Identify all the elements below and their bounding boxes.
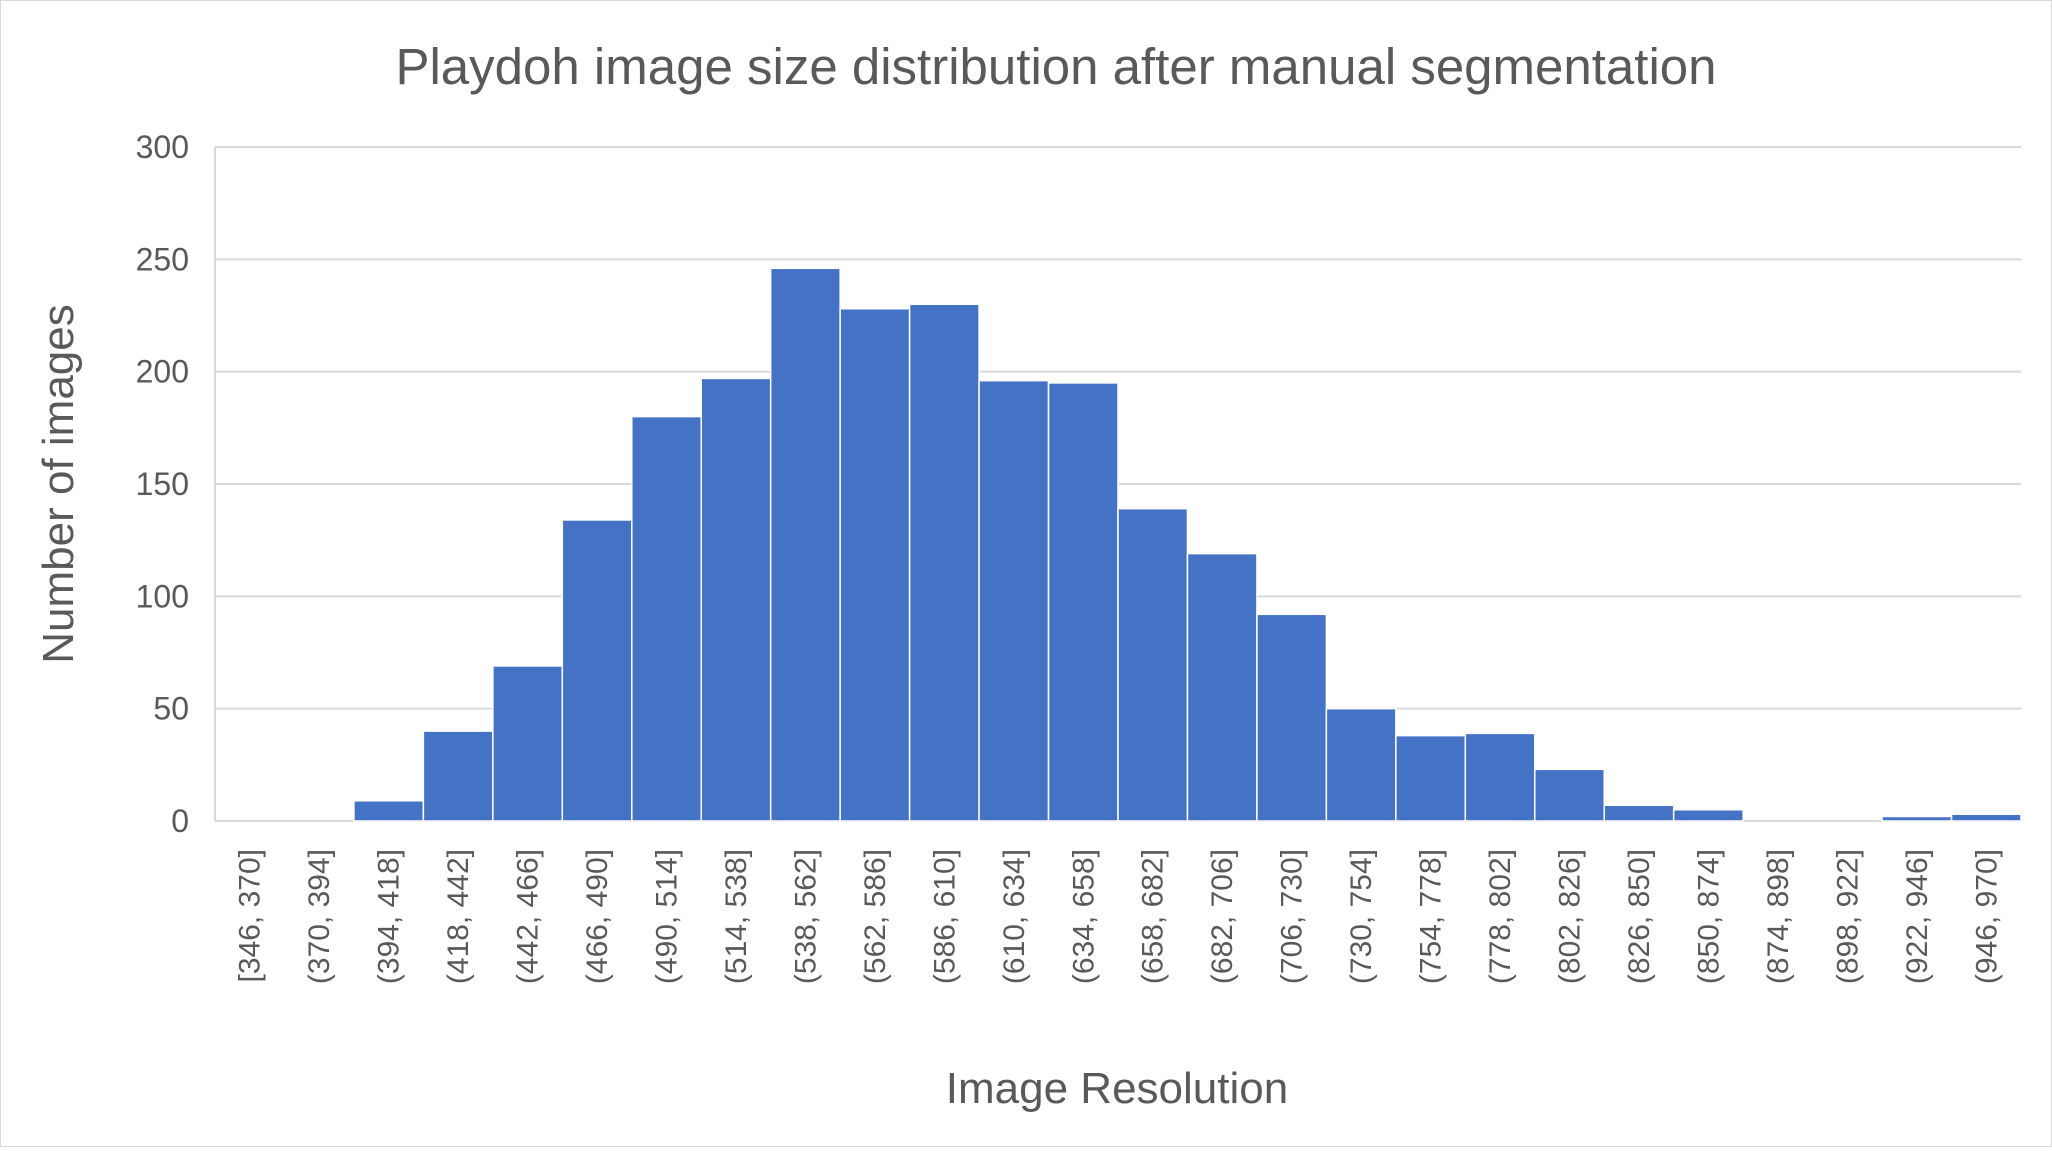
- x-tick-label: [346, 370]: [234, 849, 267, 982]
- bar: [1534, 768, 1605, 822]
- bar: [1325, 707, 1397, 822]
- bar: [561, 519, 633, 822]
- x-tick-label: (922, 946]: [1901, 849, 1934, 984]
- bar: [1881, 815, 1953, 822]
- y-axis-ticks: 0 50 100 150 200 250 300: [136, 129, 189, 839]
- x-tick-label: (562, 586]: [859, 849, 892, 984]
- x-tick-label: (706, 730]: [1276, 849, 1309, 984]
- y-axis-title: Number of images: [34, 304, 83, 663]
- x-tick-label: (802, 826]: [1554, 849, 1587, 984]
- x-tick-label: (466, 490]: [581, 849, 614, 984]
- bar: [422, 730, 494, 822]
- x-tick-label: (850, 874]: [1692, 849, 1725, 984]
- bars: [353, 267, 2022, 822]
- bar: [839, 308, 911, 822]
- x-tick-label: (946, 970]: [1970, 849, 2003, 984]
- x-tick-label: (874, 898]: [1762, 849, 1795, 984]
- x-tick-label: (394, 418]: [373, 849, 406, 984]
- x-tick-label: (490, 514]: [651, 849, 684, 984]
- bar: [1950, 813, 2022, 822]
- y-tick-label: 50: [153, 691, 189, 727]
- y-tick-label: 250: [136, 241, 189, 277]
- bar: [769, 267, 841, 822]
- x-tick-label: (730, 754]: [1345, 849, 1378, 984]
- x-axis-title: Image Resolution: [946, 1064, 1288, 1113]
- bar: [353, 800, 425, 822]
- bar: [1047, 382, 1119, 822]
- bar: [631, 415, 702, 822]
- x-tick-label: (754, 778]: [1415, 849, 1448, 984]
- x-tick-label: (658, 682]: [1137, 849, 1170, 984]
- x-tick-label: (442, 466]: [512, 849, 545, 984]
- x-tick-label: (586, 610]: [928, 849, 961, 984]
- x-tick-label: (538, 562]: [789, 849, 822, 984]
- bar: [1464, 732, 1536, 822]
- y-tick-label: 100: [136, 578, 189, 614]
- y-tick-label: 300: [136, 129, 189, 165]
- x-tick-label: (370, 394]: [303, 849, 336, 984]
- bar: [700, 377, 772, 822]
- x-tick-label: (898, 922]: [1831, 849, 1864, 984]
- bar: [1117, 507, 1189, 822]
- chart-title: Playdoh image size distribution after ma…: [395, 38, 1716, 95]
- bar: [1672, 809, 1744, 822]
- x-tick-label: (826, 850]: [1623, 849, 1656, 984]
- bar: [908, 303, 980, 822]
- x-tick-label: (610, 634]: [998, 849, 1031, 984]
- bar: [1186, 552, 1258, 822]
- y-tick-label: 0: [171, 803, 189, 839]
- bar: [978, 379, 1050, 822]
- x-tick-label: (778, 802]: [1484, 849, 1517, 984]
- y-tick-label: 150: [136, 466, 189, 502]
- bar: [492, 665, 564, 822]
- x-tick-label: (418, 442]: [442, 849, 475, 984]
- y-tick-label: 200: [136, 354, 189, 390]
- x-axis-ticks: [346, 370] (370, 394] (394, 418] (418, 442]…: [234, 849, 2004, 984]
- x-tick-label: (514, 538]: [720, 849, 753, 984]
- x-tick-label: (634, 658]: [1067, 849, 1100, 984]
- bar: [1603, 804, 1675, 822]
- bar: [1395, 734, 1467, 822]
- bar: [1256, 613, 1328, 822]
- x-tick-label: (682, 706]: [1206, 849, 1239, 984]
